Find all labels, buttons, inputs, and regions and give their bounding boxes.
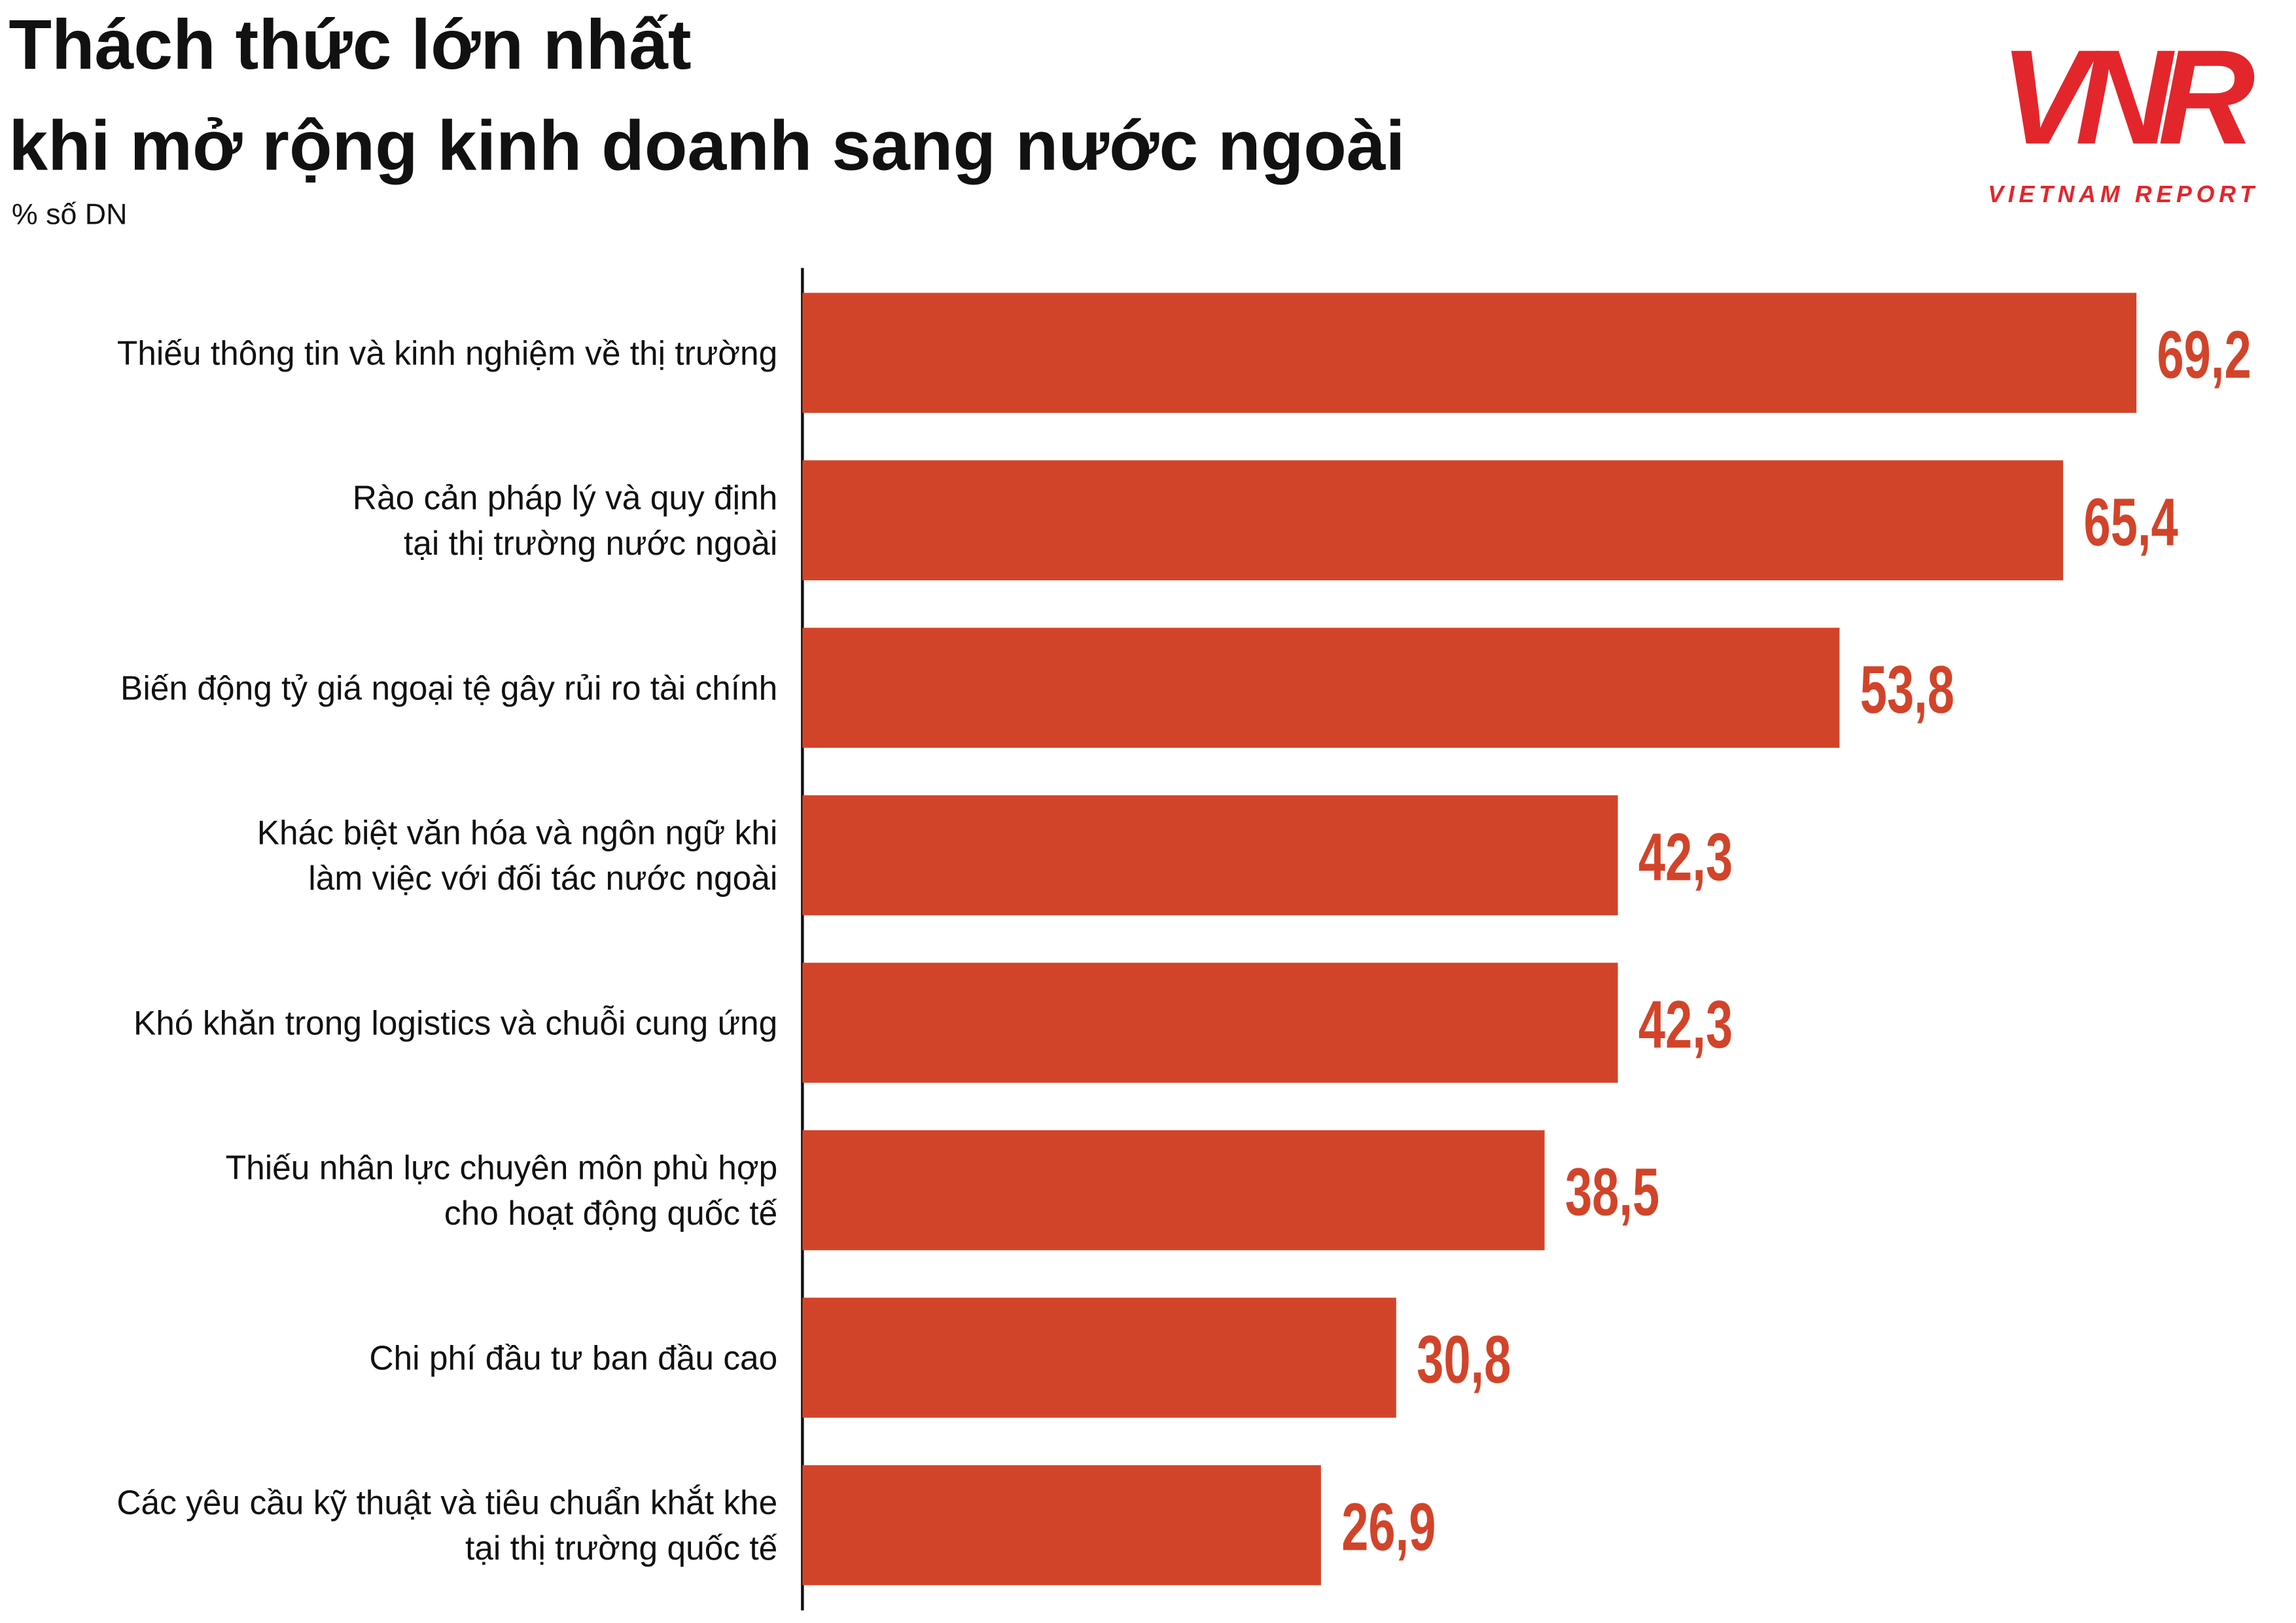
value-label: 69,2 bbox=[2157, 318, 2251, 393]
category-label: Khác biệt văn hóa và ngôn ngữ khi bbox=[257, 814, 778, 852]
category-label: Thiếu thông tin và kinh nghiệm về thị tr… bbox=[117, 334, 778, 372]
bar bbox=[802, 1297, 1396, 1418]
category-label: Khó khăn trong logistics và chuỗi cung ứ… bbox=[133, 1003, 777, 1041]
bar bbox=[802, 962, 1618, 1083]
logo-mark: VNR bbox=[2000, 22, 2255, 172]
bar bbox=[802, 1465, 1321, 1586]
value-label: 30,8 bbox=[1417, 1323, 1511, 1398]
bar bbox=[802, 627, 1840, 748]
value-label: 65,4 bbox=[2083, 485, 2178, 561]
category-label: Thiếu nhân lực chuyên môn phù hợp bbox=[226, 1149, 778, 1187]
chart-title: Thách thức lớn nhất bbox=[9, 5, 691, 84]
logo: VNR VIETNAM REPORT bbox=[1988, 22, 2269, 207]
category-label: Các yêu cầu kỹ thuật và tiêu chuẩn khắt … bbox=[116, 1484, 777, 1522]
category-label: tại thị trường quốc tế bbox=[465, 1529, 777, 1567]
chart-title: khi mở rộng kinh doanh sang nước ngoài bbox=[9, 107, 1405, 185]
bar bbox=[802, 1130, 1545, 1251]
value-label: 53,8 bbox=[1860, 653, 1954, 728]
chart-subtitle: % số DN bbox=[12, 198, 128, 230]
category-label: Rào cản pháp lý và quy định bbox=[353, 479, 778, 517]
category-label: tại thị trường nước ngoài bbox=[404, 524, 777, 562]
value-label: 38,5 bbox=[1565, 1155, 1659, 1230]
category-label: cho hoạt động quốc tế bbox=[444, 1194, 777, 1232]
bar bbox=[802, 795, 1618, 916]
bar bbox=[802, 292, 2137, 413]
category-label: làm việc với đối tác nước ngoài bbox=[308, 859, 777, 897]
bar bbox=[802, 460, 2064, 581]
value-label: 42,3 bbox=[1638, 988, 1733, 1063]
category-label: Biến động tỷ giá ngoại tệ gây rủi ro tài… bbox=[120, 669, 777, 707]
logo-name: VIETNAM REPORT bbox=[1988, 181, 2259, 207]
category-label: Chi phí đầu tư ban đầu cao bbox=[369, 1338, 777, 1376]
value-label: 42,3 bbox=[1638, 820, 1733, 896]
value-label: 26,9 bbox=[1341, 1490, 1436, 1565]
